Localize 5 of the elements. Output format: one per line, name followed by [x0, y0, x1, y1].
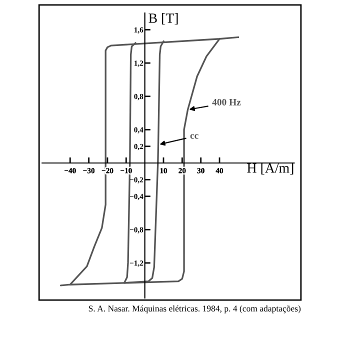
y-axis-title: B [T] — [148, 13, 178, 25]
x-axis-title: H [A/m] — [247, 162, 294, 174]
text: 400 Hz — [212, 98, 241, 106]
text: cc — [190, 134, 198, 139]
text: S. A. Nasar. Máquinas elétricas. 1984, p. 4 (com adaptações) — [88, 305, 301, 314]
